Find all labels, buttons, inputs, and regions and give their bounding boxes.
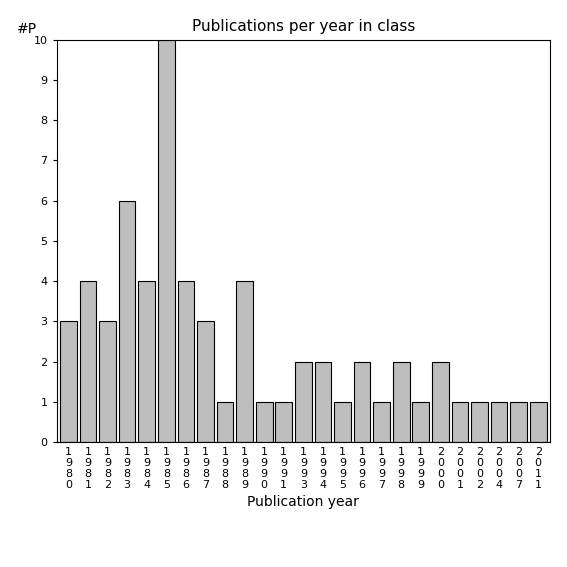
Bar [138,281,155,442]
Bar [177,281,194,442]
Bar [197,321,214,442]
X-axis label: Publication year: Publication year [247,495,359,509]
Bar [217,402,234,442]
Bar [158,40,175,442]
Bar [412,402,429,442]
Bar [373,402,390,442]
Bar [491,402,507,442]
Bar [432,362,448,442]
Bar [295,362,312,442]
Bar [315,362,331,442]
Text: #P: #P [17,22,37,36]
Bar [393,362,409,442]
Bar [256,402,273,442]
Bar [471,402,488,442]
Bar [452,402,468,442]
Bar [530,402,547,442]
Bar [99,321,116,442]
Bar [236,281,253,442]
Bar [80,281,96,442]
Bar [276,402,292,442]
Bar [510,402,527,442]
Bar [119,201,136,442]
Bar [354,362,370,442]
Bar [60,321,77,442]
Title: Publications per year in class: Publications per year in class [192,19,415,35]
Bar [334,402,351,442]
